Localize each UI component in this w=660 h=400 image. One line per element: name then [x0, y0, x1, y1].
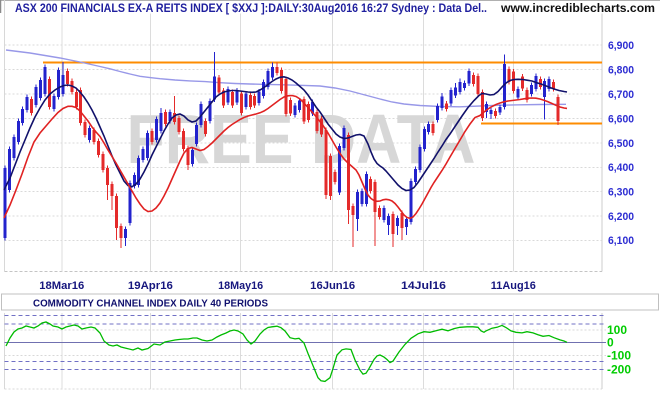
- svg-text:6,400: 6,400: [608, 162, 634, 174]
- svg-text:18May16: 18May16: [218, 280, 263, 292]
- svg-text:-200: -200: [607, 363, 631, 377]
- svg-text:6,800: 6,800: [608, 64, 634, 76]
- svg-text:19Apr16: 19Apr16: [128, 280, 173, 292]
- svg-text:6,900: 6,900: [608, 40, 634, 52]
- svg-text:14Jul16: 14Jul16: [401, 280, 446, 292]
- svg-text:11Aug16: 11Aug16: [491, 280, 536, 292]
- svg-text:6,600: 6,600: [608, 113, 634, 125]
- svg-text:16Jun16: 16Jun16: [310, 280, 355, 292]
- svg-text:0: 0: [607, 336, 614, 350]
- svg-text:-100: -100: [607, 349, 631, 363]
- svg-text:6,100: 6,100: [608, 235, 634, 247]
- svg-text:6,700: 6,700: [608, 89, 634, 101]
- svg-text:100: 100: [607, 323, 627, 337]
- svg-text:6,200: 6,200: [608, 211, 634, 223]
- svg-text:6,300: 6,300: [608, 186, 634, 198]
- svg-text:ASX 200 FINANCIALS EX-A REITS: ASX 200 FINANCIALS EX-A REITS INDEX [ $X…: [15, 3, 487, 15]
- svg-text:6,500: 6,500: [608, 138, 634, 150]
- svg-text:COMMODITY CHANNEL INDEX DAILY: COMMODITY CHANNEL INDEX DAILY 40 PERIODS: [33, 298, 268, 310]
- svg-text:www.incrediblecharts.com: www.incrediblecharts.com: [500, 1, 655, 15]
- svg-text:18Mar16: 18Mar16: [39, 280, 84, 292]
